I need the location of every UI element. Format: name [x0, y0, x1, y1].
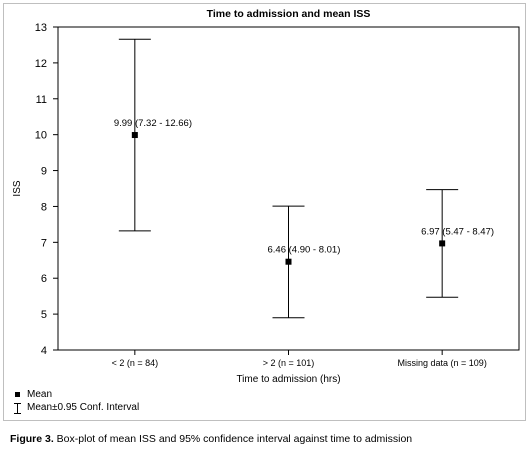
y-tick-label: 10: [35, 130, 47, 142]
y-tick-label: 13: [35, 22, 47, 34]
caption-text: Box-plot of mean ISS and 95% confidence …: [53, 433, 413, 445]
y-axis-label: ISS: [12, 180, 23, 196]
data-label: 9.99 (7.32 - 12.66): [114, 118, 192, 129]
x-tick-label: > 2 (n = 101): [263, 358, 315, 368]
mean-marker-icon: [12, 389, 24, 401]
chart-title: Time to admission and mean ISS: [207, 8, 371, 20]
y-tick-label: 12: [35, 58, 47, 70]
y-tick-label: 6: [41, 273, 47, 285]
legend-ci-label: Mean±0.95 Conf. Interval: [27, 402, 140, 413]
mean-point: [439, 240, 446, 247]
x-tick-label: < 2 (n = 84): [112, 358, 159, 368]
y-tick-label: 9: [41, 166, 47, 178]
data-label: 6.46 (4.90 - 8.01): [268, 245, 341, 256]
y-tick-label: 7: [41, 237, 47, 249]
caption-label: Figure 3.: [10, 433, 54, 445]
data-label: 6.97 (5.47 - 8.47): [421, 226, 494, 237]
y-tick-label: 5: [41, 309, 47, 321]
y-tick-label: 4: [41, 345, 47, 357]
mean-point: [285, 258, 292, 265]
legend-item-ci: Mean±0.95 Conf. Interval: [12, 402, 139, 414]
figure-caption: Figure 3. Box-plot of mean ISS and 95% c…: [10, 433, 412, 445]
y-tick-label: 8: [41, 201, 47, 213]
mean-point: [131, 132, 138, 139]
error-bar-icon: [12, 402, 24, 414]
legend-item-mean: Mean: [12, 389, 52, 401]
y-tick-label: 11: [36, 94, 47, 106]
x-axis-label: Time to admission (hrs): [236, 374, 340, 385]
figure-frame: [3, 3, 526, 421]
x-tick-label: Missing data (n = 109): [398, 358, 487, 368]
legend-mean-label: Mean: [27, 389, 53, 400]
